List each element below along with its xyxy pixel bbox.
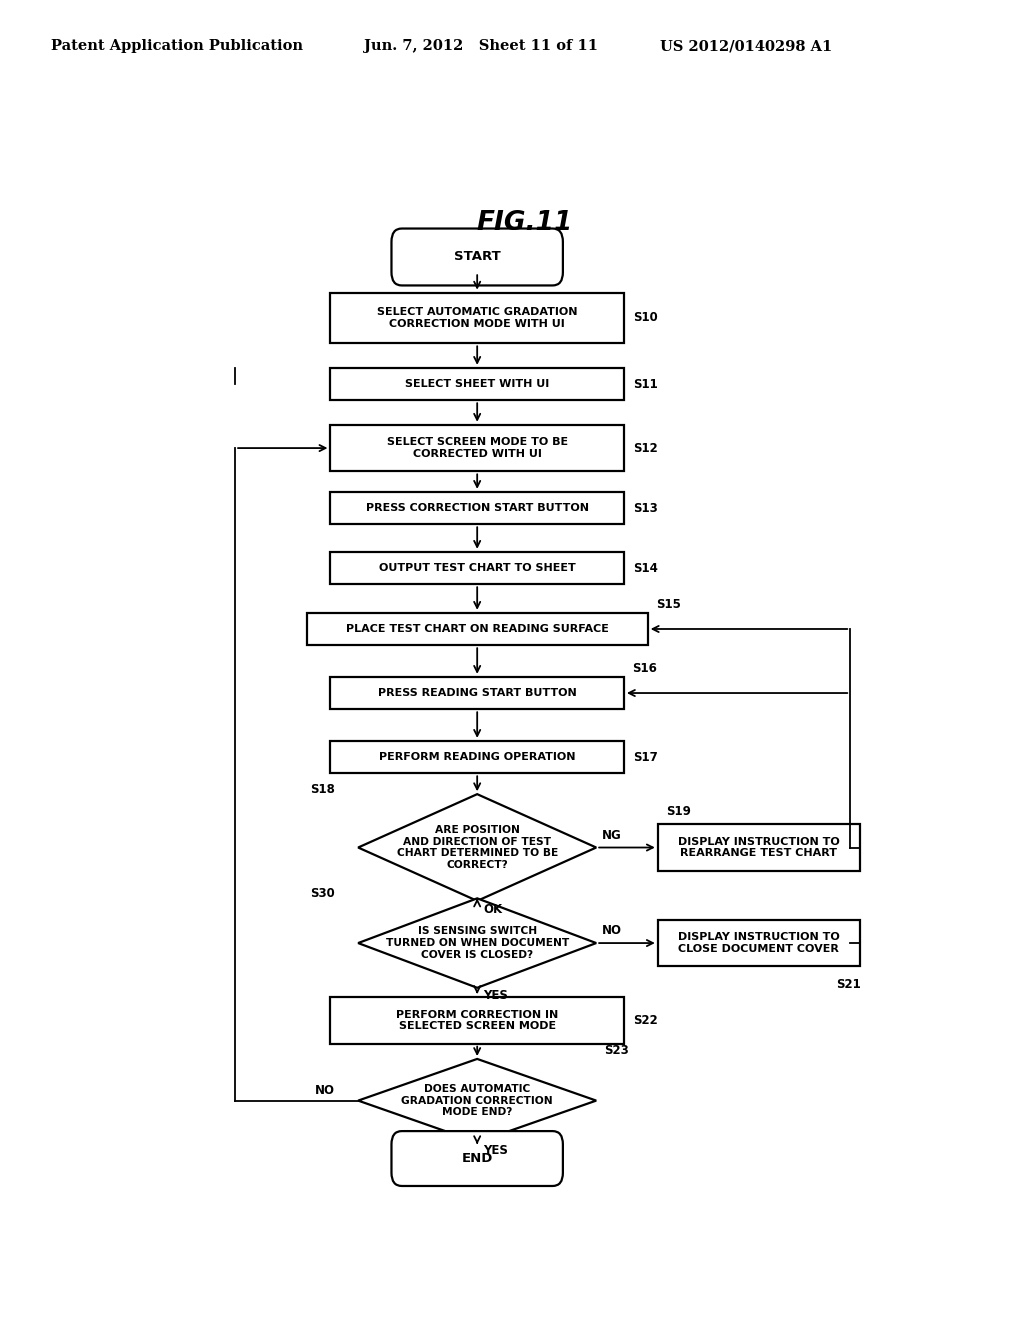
Text: S10: S10 [634,312,658,325]
Text: END: END [462,1152,493,1166]
Text: S19: S19 [666,805,690,818]
Text: NG: NG [602,829,622,842]
Text: S22: S22 [634,1014,658,1027]
Text: PRESS READING START BUTTON: PRESS READING START BUTTON [378,688,577,698]
Text: S13: S13 [634,502,658,515]
Bar [657,824,860,871]
Bar [331,997,624,1044]
Text: DISPLAY INSTRUCTION TO
CLOSE DOCUMENT COVER: DISPLAY INSTRUCTION TO CLOSE DOCUMENT CO… [678,932,840,954]
Text: Patent Application Publication: Patent Application Publication [51,40,303,53]
Text: NO: NO [602,924,622,937]
Text: SELECT SCREEN MODE TO BE
CORRECTED WITH UI: SELECT SCREEN MODE TO BE CORRECTED WITH … [387,437,567,459]
Text: SELECT AUTOMATIC GRADATION
CORRECTION MODE WITH UI: SELECT AUTOMATIC GRADATION CORRECTION MO… [377,308,578,329]
Text: OUTPUT TEST CHART TO SHEET: OUTPUT TEST CHART TO SHEET [379,564,575,573]
Bar [331,552,624,585]
FancyBboxPatch shape [391,1131,563,1185]
Text: S11: S11 [634,378,658,391]
Polygon shape [358,795,596,900]
Text: PRESS CORRECTION START BUTTON: PRESS CORRECTION START BUTTON [366,503,589,513]
Text: DOES AUTOMATIC
GRADATION CORRECTION
MODE END?: DOES AUTOMATIC GRADATION CORRECTION MODE… [401,1084,553,1117]
Text: NO: NO [314,1084,335,1097]
Polygon shape [358,899,596,987]
Text: S21: S21 [837,978,861,991]
Text: S18: S18 [310,783,336,796]
Text: FIG.11: FIG.11 [477,210,572,236]
Text: OK: OK [483,903,503,916]
FancyBboxPatch shape [391,228,563,285]
Bar [306,612,648,645]
Text: S12: S12 [634,442,658,454]
Text: PERFORM CORRECTION IN
SELECTED SCREEN MODE: PERFORM CORRECTION IN SELECTED SCREEN MO… [396,1010,558,1031]
Text: S30: S30 [310,887,335,900]
Text: S14: S14 [634,561,658,574]
Text: Jun. 7, 2012   Sheet 11 of 11: Jun. 7, 2012 Sheet 11 of 11 [364,40,598,53]
Text: S17: S17 [634,751,658,763]
Bar [657,920,860,966]
Text: DISPLAY INSTRUCTION TO
REARRANGE TEST CHART: DISPLAY INSTRUCTION TO REARRANGE TEST CH… [678,837,840,858]
Text: S15: S15 [655,598,681,611]
Text: ARE POSITION
AND DIRECTION OF TEST
CHART DETERMINED TO BE
CORRECT?: ARE POSITION AND DIRECTION OF TEST CHART… [396,825,558,870]
Text: S16: S16 [632,663,656,675]
Bar [331,677,624,709]
Text: START: START [454,251,501,264]
Text: YES: YES [483,990,508,1002]
Bar [331,425,624,471]
Bar [331,741,624,774]
Text: SELECT SHEET WITH UI: SELECT SHEET WITH UI [406,379,549,389]
Text: YES: YES [483,1144,508,1156]
Bar [331,293,624,343]
Text: US 2012/0140298 A1: US 2012/0140298 A1 [660,40,833,53]
Bar [331,368,624,400]
Polygon shape [358,1059,596,1142]
Text: IS SENSING SWITCH
TURNED ON WHEN DOCUMENT
COVER IS CLOSED?: IS SENSING SWITCH TURNED ON WHEN DOCUMEN… [386,927,568,960]
Text: S23: S23 [604,1044,629,1057]
Text: PERFORM READING OPERATION: PERFORM READING OPERATION [379,752,575,762]
Text: PLACE TEST CHART ON READING SURFACE: PLACE TEST CHART ON READING SURFACE [346,624,608,634]
Bar [331,492,624,524]
